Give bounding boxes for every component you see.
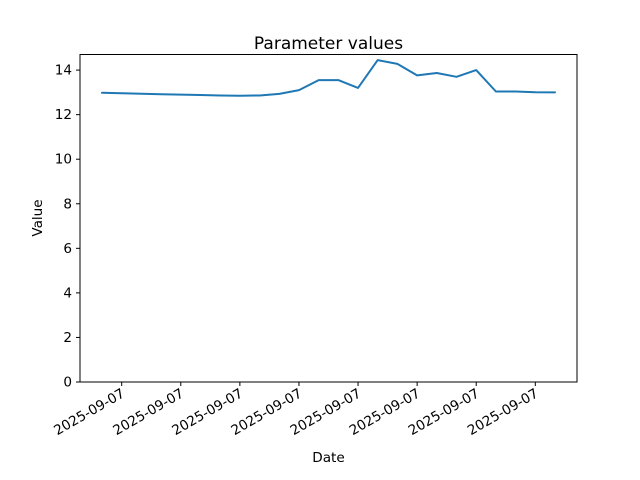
y-tick-label: 10 bbox=[55, 152, 72, 168]
y-tick-label: 8 bbox=[63, 196, 72, 212]
y-tick-label: 6 bbox=[63, 241, 72, 257]
y-tick-label: 12 bbox=[55, 107, 72, 123]
axes-frame bbox=[79, 54, 578, 383]
y-tick-label: 2 bbox=[63, 330, 72, 346]
chart-title: Parameter values bbox=[253, 34, 404, 54]
data-line bbox=[101, 59, 556, 97]
x-axis-label: Date bbox=[312, 450, 345, 466]
y-tick-label: 4 bbox=[63, 285, 72, 301]
y-tick-label: 14 bbox=[55, 63, 72, 79]
y-tick-label: 0 bbox=[63, 375, 72, 391]
